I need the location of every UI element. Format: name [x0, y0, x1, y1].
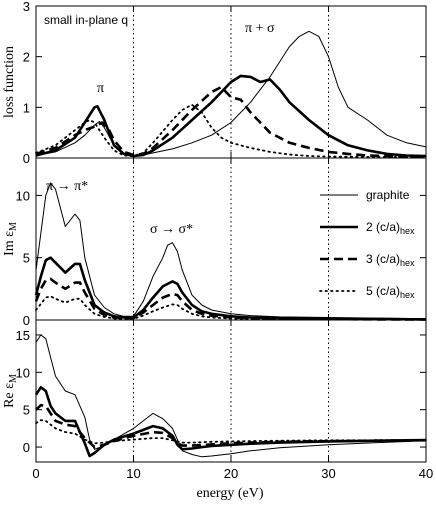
- panel-im: 0 5 10 Im εM: [2, 157, 427, 328]
- xtick-label-20: 20: [224, 466, 238, 481]
- y-axis-title-re: Re εM: [2, 374, 19, 408]
- y-axis-title-im: Im εM: [2, 222, 19, 256]
- legend-label-5ca: 5 (c/a)hex: [366, 284, 415, 300]
- xtick-label-40: 40: [419, 466, 433, 481]
- series-re-dotted: [35, 419, 427, 445]
- legend-label-3ca-sub: hex: [400, 258, 415, 268]
- y-axis-title-loss: loss function: [2, 46, 17, 118]
- y-axis-title-re-sub: M: [8, 374, 19, 383]
- ytick-label-loss-0: 0: [23, 151, 30, 166]
- ytick-label-re-0: 0: [23, 440, 30, 455]
- series-loss-thick: [35, 74, 427, 158]
- xtick-label-0: 0: [32, 466, 39, 481]
- legend-label-3ca: 3 (c/a)hex: [366, 252, 415, 268]
- series-loss-thin: [35, 30, 427, 156]
- legend-label-graphite: graphite: [366, 188, 410, 202]
- y-axis-title-im-main: Im ε: [2, 231, 17, 256]
- ytick-label-im-0: 0: [23, 313, 30, 328]
- series-im-dashed: [34, 277, 427, 321]
- x-axis-title: energy (eV): [197, 486, 264, 501]
- legend-label-3ca-main: 3 (c/a): [366, 252, 400, 266]
- annotation-pi: π: [97, 81, 104, 96]
- panel-re: 0 5 10 15 Re εM: [2, 319, 427, 463]
- legend-label-5ca-main: 5 (c/a): [366, 284, 400, 298]
- y-axis-title-re-main: Re ε: [2, 383, 17, 408]
- series-loss-dotted: [35, 103, 427, 158]
- ytick-label-loss-1: 1: [23, 100, 30, 115]
- series-im-dotted: [35, 295, 427, 321]
- xtick-label-30: 30: [321, 466, 335, 481]
- y-axis-title-im-sub: M: [8, 222, 19, 231]
- series-loss-dashed: [35, 85, 426, 158]
- ytick-label-im-10: 10: [16, 188, 30, 203]
- legend-label-2ca-main: 2 (c/a): [366, 220, 400, 234]
- annotation-small-q: small in-plane q: [44, 13, 128, 27]
- annotation-sigma-sigma-star: σ → σ*: [150, 222, 193, 237]
- legend-label-2ca: 2 (c/a)hex: [366, 220, 415, 236]
- y-axis-title-loss-main: loss function: [2, 46, 17, 118]
- ytick-label-re-5: 5: [23, 403, 30, 418]
- series-re-dashed: [35, 403, 427, 449]
- ytick-label-re-15: 15: [16, 328, 30, 343]
- ytick-label-re-10: 10: [16, 365, 30, 380]
- series-re-thin: [35, 334, 427, 458]
- annotation-pi-sigma: π + σ: [245, 21, 275, 36]
- annotations: small in-plane q π π + σ π → π* σ → σ*: [44, 13, 275, 237]
- legend: graphite 2 (c/a)hex 3 (c/a)hex 5 (c/a)he…: [319, 188, 415, 300]
- legend-label-5ca-sub: hex: [400, 290, 415, 300]
- xtick-label-10: 10: [126, 466, 140, 481]
- ytick-label-loss-3: 3: [23, 0, 30, 14]
- legend-label-2ca-sub: hex: [400, 226, 415, 236]
- ytick-label-loss-2: 2: [23, 50, 30, 65]
- annotation-pi-pi-star: π → π*: [46, 179, 88, 194]
- ytick-label-im-5: 5: [23, 251, 30, 266]
- series-im-thin: [35, 182, 427, 320]
- series-re-thick: [34, 385, 427, 458]
